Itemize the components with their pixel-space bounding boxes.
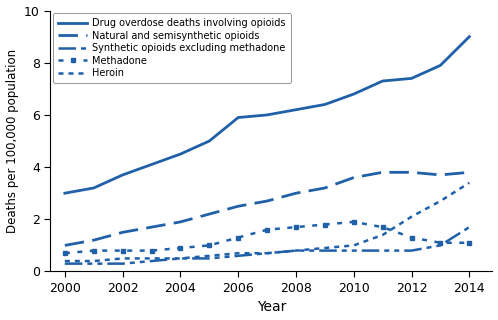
Legend: Drug overdose deaths involving opioids, Natural and semisynthetic opioids, Synth: Drug overdose deaths involving opioids, … [53,13,290,83]
Y-axis label: Deaths per 100,000 population: Deaths per 100,000 population [5,49,18,233]
X-axis label: Year: Year [257,300,286,315]
